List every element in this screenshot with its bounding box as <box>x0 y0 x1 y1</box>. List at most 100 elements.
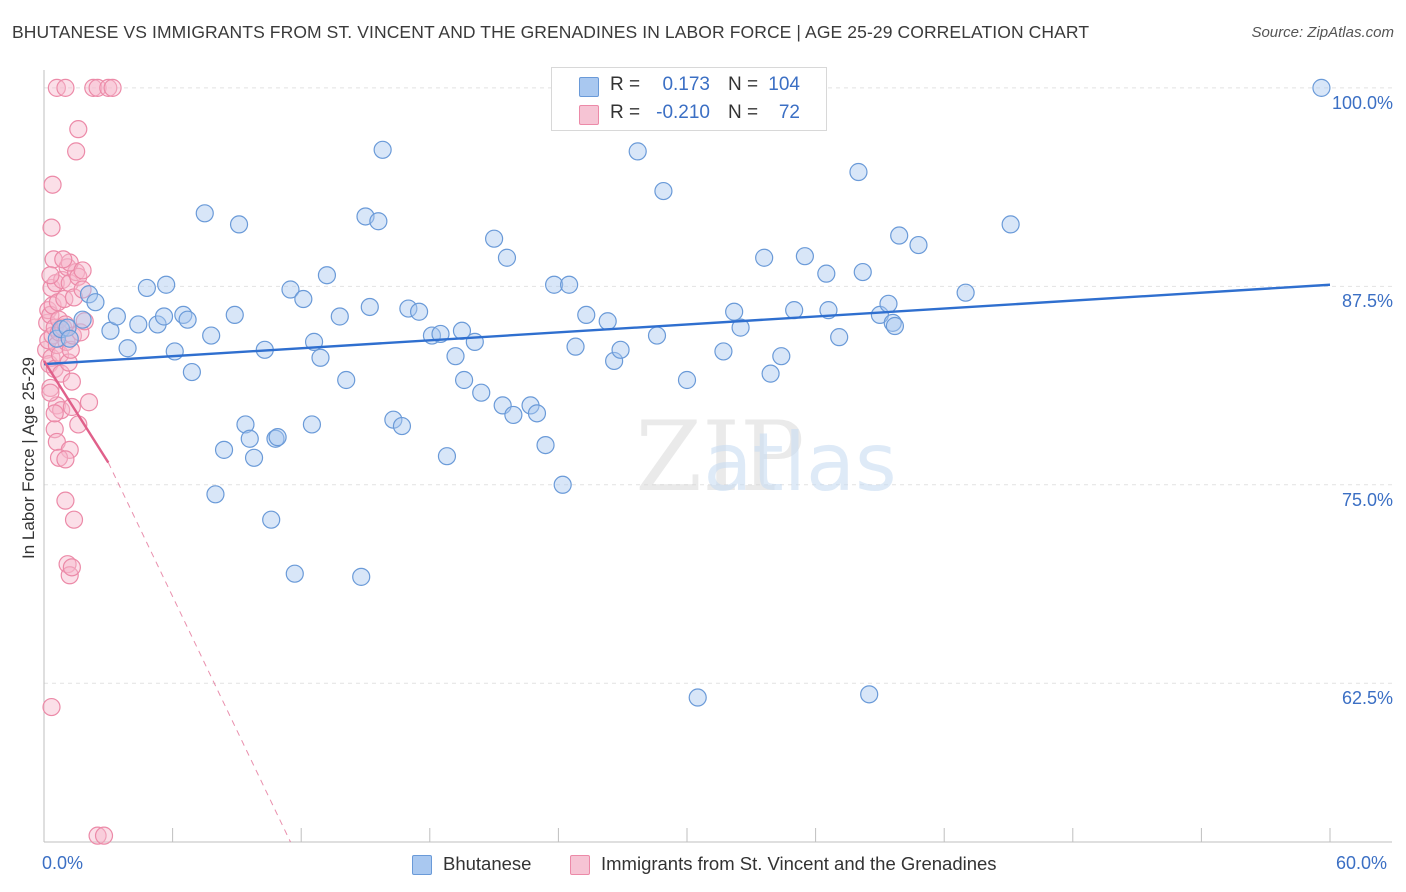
bhutanese-trend-line <box>43 283 1331 366</box>
bhutanese-point <box>560 275 579 294</box>
bhutanese-point <box>285 564 304 583</box>
immigrants-point <box>62 558 81 577</box>
bhutanese-point <box>58 318 77 337</box>
bhutanese-point <box>485 229 504 248</box>
immigrants-point <box>56 491 75 510</box>
bhutanese-point <box>465 332 484 351</box>
bhutanese-point <box>392 416 412 436</box>
bhutanese-point <box>654 181 673 201</box>
series-immigrants-points <box>37 78 122 845</box>
bhutanese-point <box>262 510 281 529</box>
bhutanese-point <box>454 370 474 390</box>
bhutanese-point <box>73 310 92 329</box>
bhutanese-point <box>60 329 79 348</box>
immigrants-point <box>41 383 60 402</box>
legend-swatch-pink <box>579 105 599 125</box>
y-tick-label: 62.5% <box>1341 688 1393 709</box>
bhutanese-point <box>497 248 517 267</box>
bhutanese-point <box>352 567 371 586</box>
bhutanese-point <box>725 302 744 321</box>
immigrants-point <box>88 826 107 845</box>
bhutanese-point <box>885 316 905 336</box>
bhutanese-point <box>437 447 457 466</box>
watermark: ZIP <box>635 401 804 513</box>
y-tick-label: 75.0% <box>1341 489 1393 510</box>
bhutanese-point <box>817 264 836 283</box>
legend-r-value: 0.173 <box>662 74 710 95</box>
series-legend: Bhutanese Immigrants from St. Vincent an… <box>0 852 1406 878</box>
bhutanese-point <box>795 247 814 266</box>
legend-swatch-blue <box>412 855 432 875</box>
bhutanese-point <box>566 337 585 356</box>
bhutanese-point <box>553 475 572 494</box>
bhutanese-point <box>909 235 928 255</box>
immigrants-point <box>49 448 69 467</box>
bhutanese-point <box>202 326 221 345</box>
correlation-legend: R = 0.173 N = 104 R = -0.210 N = 72 <box>551 67 827 131</box>
y-axis-title: In Labor Force | Age 25-29 <box>19 357 38 559</box>
immigrants-point <box>56 450 75 469</box>
gridlines <box>44 87 1392 684</box>
bhutanese-point <box>761 364 780 383</box>
immigrants-trend-line <box>42 360 110 464</box>
bhutanese-point <box>772 347 791 366</box>
immigrants-point <box>84 78 103 97</box>
bhutanese-point <box>1001 215 1020 234</box>
bhutanese-point <box>1312 78 1331 97</box>
immigrants-point <box>103 78 122 97</box>
bhutanese-point <box>755 248 774 267</box>
bhutanese-point <box>714 342 733 361</box>
bhutanese-point <box>545 275 564 294</box>
bhutanese-point <box>536 435 555 455</box>
bhutanese-point <box>178 310 197 329</box>
immigrants-point <box>56 78 75 97</box>
bhutanese-point <box>244 448 264 467</box>
bhutanese-point <box>785 301 804 320</box>
immigrants-point <box>54 250 73 269</box>
immigrants-point <box>69 120 88 139</box>
x-tick-label-max: 60.0% <box>1336 853 1388 873</box>
y-tick-label: 100.0% <box>1331 92 1393 113</box>
immigrants-point <box>42 218 61 237</box>
immigrants-point <box>45 404 64 423</box>
immigrants-point <box>73 261 92 280</box>
x-tick-label-min: 0.0% <box>42 853 84 873</box>
bhutanese-point <box>268 428 287 447</box>
bhutanese-point <box>504 405 523 425</box>
bhutanese-point <box>360 297 379 317</box>
legend-r-label: R = <box>610 102 641 123</box>
bhutanese-point <box>154 307 174 326</box>
bhutanese-point <box>214 440 234 459</box>
bhutanese-point <box>157 275 176 294</box>
bhutanese-point <box>137 278 156 298</box>
bhutanese-point <box>853 262 872 282</box>
bhutanese-point <box>118 339 137 358</box>
legend-row-bhutanese: R = 0.173 N = 104 <box>552 71 826 101</box>
watermark-atlas: atlas <box>703 416 896 509</box>
bhutanese-point <box>229 215 249 234</box>
bhutanese-point <box>830 328 849 347</box>
bhutanese-point <box>129 315 148 334</box>
immigrants-trend-extension <box>107 462 291 843</box>
bhutanese-point <box>731 318 750 337</box>
legend-r-value: -0.210 <box>656 102 710 123</box>
bhutanese-point <box>182 362 201 382</box>
bhutanese-point <box>860 685 879 704</box>
immigrants-point <box>88 78 107 97</box>
bhutanese-point <box>647 326 667 345</box>
bhutanese-point <box>688 688 707 707</box>
series-bhutanese-points <box>47 78 1331 707</box>
bhutanese-point <box>369 212 388 231</box>
bhutanese-point <box>317 266 337 285</box>
immigrants-point <box>62 372 81 391</box>
immigrants-point <box>41 378 60 398</box>
legend-r-label: R = <box>610 74 641 95</box>
bhutanese-point <box>236 415 255 434</box>
immigrants-point <box>79 393 99 412</box>
legend-n-value: 72 <box>778 102 800 123</box>
legend-label: Immigrants from St. Vincent and the Gren… <box>601 853 997 874</box>
legend-n-label: N = <box>728 102 759 123</box>
chart-title: BHUTANESE VS IMMIGRANTS FROM ST. VINCENT… <box>12 22 1090 42</box>
bhutanese-point <box>225 305 244 325</box>
